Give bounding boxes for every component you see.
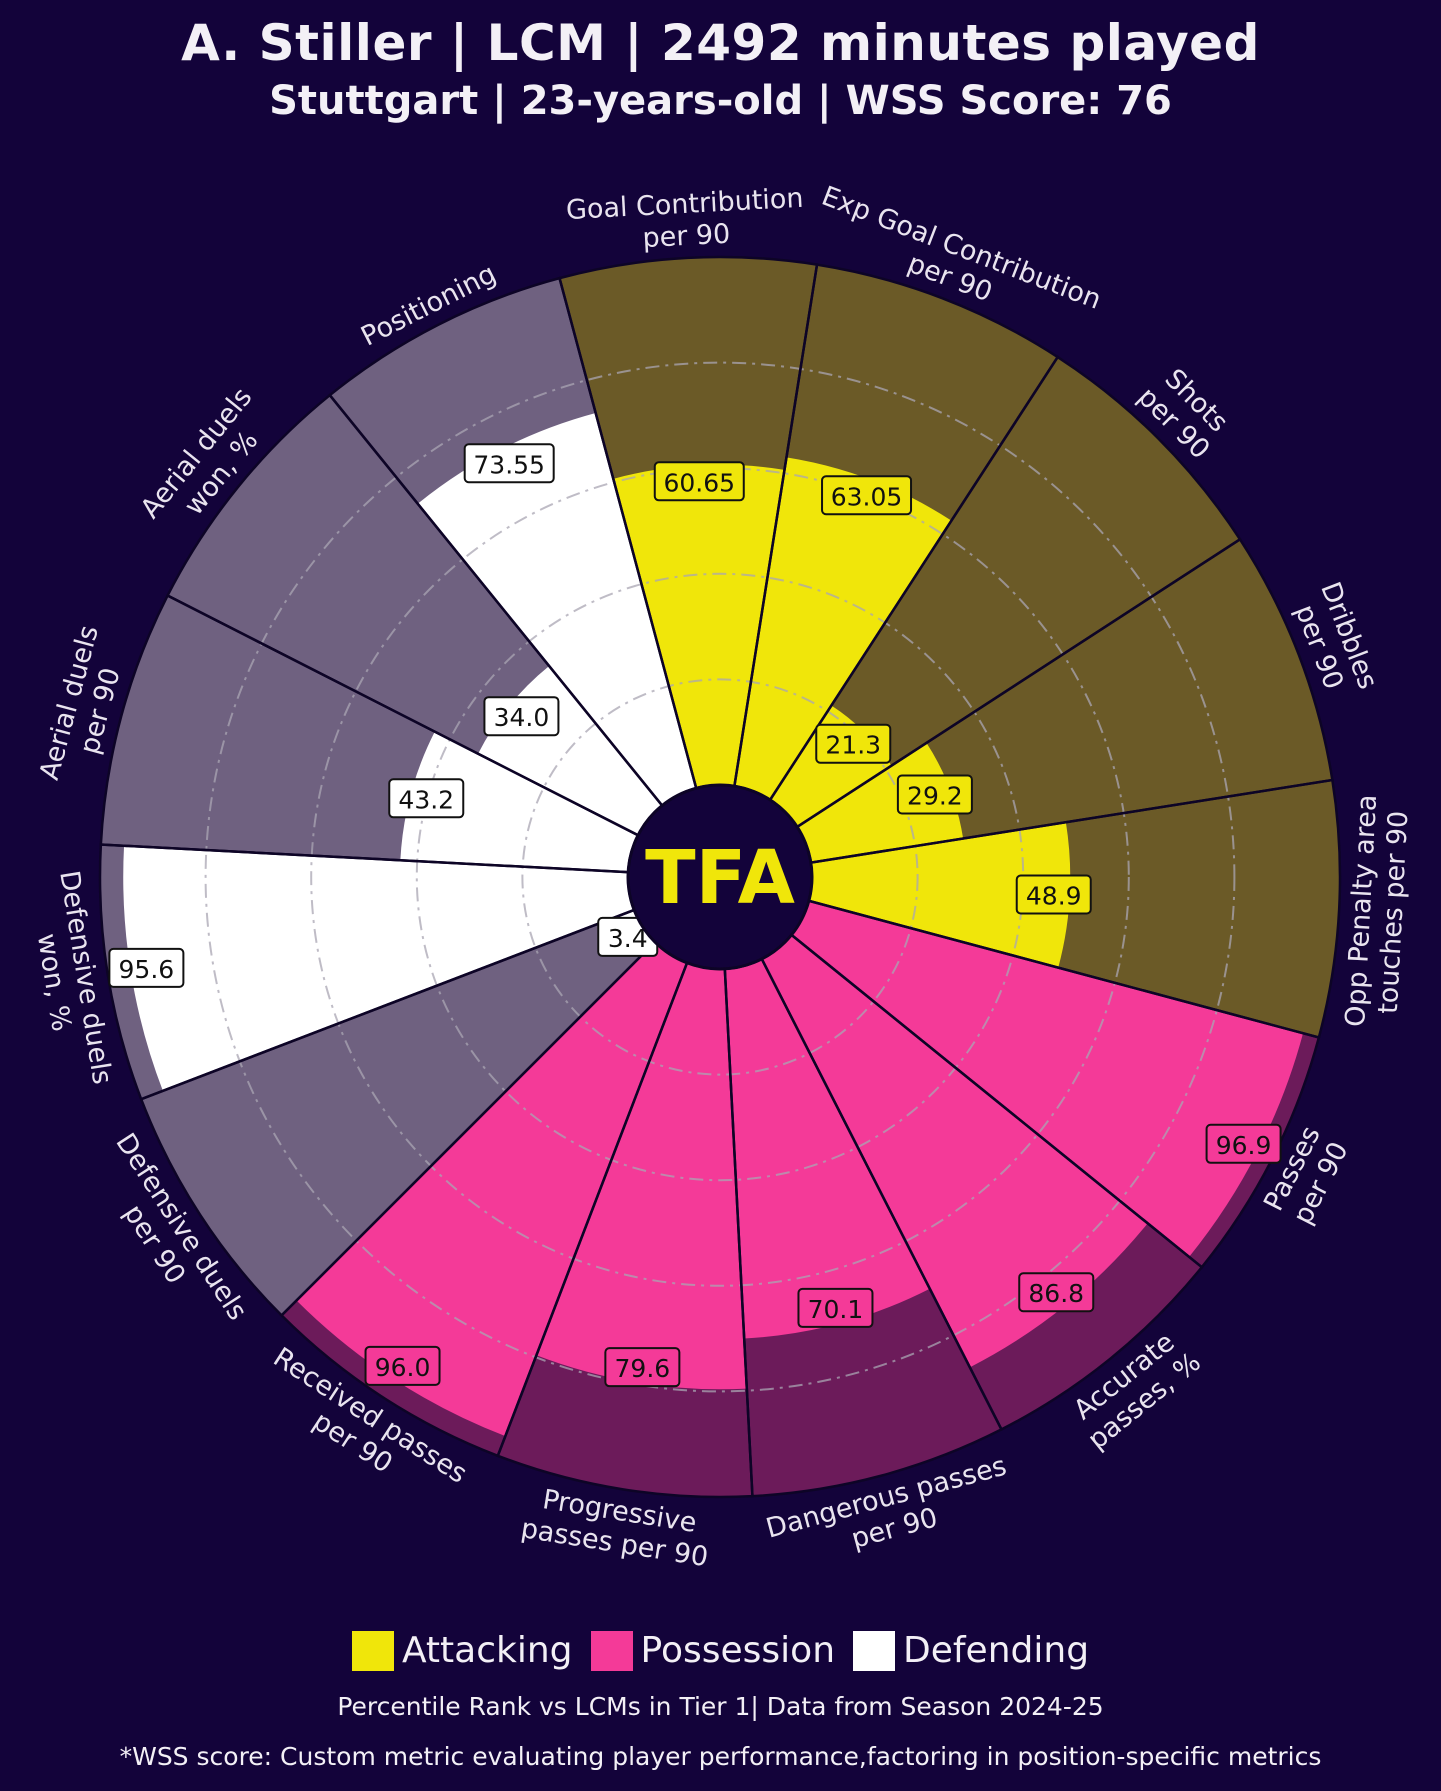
value-slice-accurate-passes bbox=[761, 934, 1148, 1368]
logo-text: TFA bbox=[645, 835, 795, 921]
logo-circle bbox=[626, 783, 814, 971]
value-label-dangerous-passes-per-90: 70.1 bbox=[808, 1295, 864, 1324]
bg-slice-defensive-duels-per-90 bbox=[141, 909, 655, 1316]
value-slice-positioning bbox=[417, 413, 697, 806]
legend-item-possession: Possession bbox=[590, 1630, 836, 1671]
value-label-box-received-passes-per-90 bbox=[364, 1345, 441, 1386]
value-labels: 60.65 63.05 21.3 29.2 48.9 96.9 86.8 70.1 79.6 96… bbox=[108, 443, 1282, 1388]
legend: Attacking Possession Defending bbox=[0, 1630, 1441, 1671]
footnote-data-source: Percentile Rank vs LCMs in Tier 1| Data … bbox=[337, 1692, 1104, 1721]
value-label-progressive-passes-per-90: 79.6 bbox=[615, 1354, 671, 1383]
value-slices bbox=[123, 413, 1304, 1437]
value-label-defensive-duels-won: 95.6 bbox=[119, 955, 175, 984]
legend-item-defending: Defending bbox=[853, 1630, 1089, 1671]
value-label-opp-penalty-area-touches-per-90: 48.9 bbox=[1026, 881, 1082, 910]
value-label-box-shots-per-90 bbox=[815, 723, 892, 764]
chart-title: A. Stiller | LCM | 2492 minutes played bbox=[181, 14, 1260, 72]
value-label-box-accurate-passes bbox=[1018, 1272, 1095, 1313]
value-label-box-goal-contribution-per-90 bbox=[653, 461, 745, 502]
value-label-aerial-duels-won: 34.0 bbox=[494, 703, 550, 732]
value-label-box-positioning bbox=[463, 443, 555, 484]
value-label-dribbles-per-90: 29.2 bbox=[907, 782, 963, 811]
value-slice-opp-penalty-area-touches-per-90 bbox=[808, 822, 1071, 968]
category-label-goal-contribution-per-90: Goal Contributionper 90 bbox=[565, 183, 806, 258]
value-label-defensive-duels-per-90: 3.4 bbox=[608, 924, 648, 953]
legend-item-attacking: Attacking bbox=[351, 1630, 573, 1671]
value-label-box-opp-penalty-area-touches-per-90 bbox=[1015, 874, 1092, 915]
legend-label-attacking: Attacking bbox=[401, 1630, 573, 1671]
value-slice-dribbles-per-90 bbox=[797, 742, 964, 863]
value-slice-passes-per-90 bbox=[791, 900, 1304, 1257]
value-slice-aerial-duels-per-90 bbox=[400, 731, 639, 873]
value-label-aerial-duels-per-90: 43.2 bbox=[398, 785, 454, 814]
value-label-goal-contribution-per-90: 60.65 bbox=[663, 468, 735, 497]
value-label-box-aerial-duels-won bbox=[483, 696, 560, 737]
center-logo: TFA bbox=[626, 783, 814, 971]
legend-swatch-defending bbox=[853, 1630, 896, 1671]
value-label-box-aerial-duels-per-90 bbox=[388, 778, 465, 819]
value-slice-exp-goal-contribution-per-90 bbox=[734, 457, 952, 800]
value-label-exp-goal-contribution-per-90: 63.05 bbox=[831, 482, 903, 511]
value-label-received-passes-per-90: 96.0 bbox=[375, 1353, 431, 1382]
footnote-wss-definition: *WSS score: Custom metric evaluating pla… bbox=[119, 1742, 1322, 1771]
value-label-box-dangerous-passes-per-90 bbox=[797, 1287, 874, 1328]
legend-label-possession: Possession bbox=[640, 1630, 836, 1671]
legend-label-defending: Defending bbox=[903, 1630, 1090, 1671]
value-slice-received-passes-per-90 bbox=[296, 942, 688, 1437]
value-slice-progressive-passes-per-90 bbox=[536, 962, 747, 1390]
value-slice-dangerous-passes-per-90 bbox=[724, 958, 930, 1339]
value-label-positioning: 73.55 bbox=[473, 450, 545, 479]
legend-swatch-attacking bbox=[351, 1630, 394, 1671]
value-label-box-exp-goal-contribution-per-90 bbox=[821, 475, 913, 516]
category-label-opp-penalty-area-touches-per-90: Opp Penalty areatouches per 90 bbox=[1340, 794, 1415, 1030]
value-label-box-passes-per-90 bbox=[1205, 1123, 1282, 1164]
grid-ring-20 bbox=[521, 678, 919, 1076]
value-label-box-defensive-duels-won bbox=[108, 947, 185, 988]
legend-swatch-possession bbox=[590, 1630, 633, 1671]
value-label-box-dribbles-per-90 bbox=[896, 774, 973, 815]
bg-slice-shots-per-90 bbox=[770, 357, 1240, 827]
value-slice-goal-contribution-per-90 bbox=[613, 464, 785, 789]
grid-ring-80 bbox=[204, 361, 1236, 1393]
value-slice-defensive-duels-won bbox=[123, 845, 635, 1091]
value-label-shots-per-90: 21.3 bbox=[825, 731, 881, 760]
value-label-accurate-passes: 86.8 bbox=[1028, 1279, 1084, 1308]
chart-subtitle: Stuttgart | 23-years-old | WSS Score: 76 bbox=[269, 78, 1172, 124]
value-label-box-progressive-passes-per-90 bbox=[604, 1347, 681, 1388]
value-label-passes-per-90: 96.9 bbox=[1216, 1131, 1272, 1160]
